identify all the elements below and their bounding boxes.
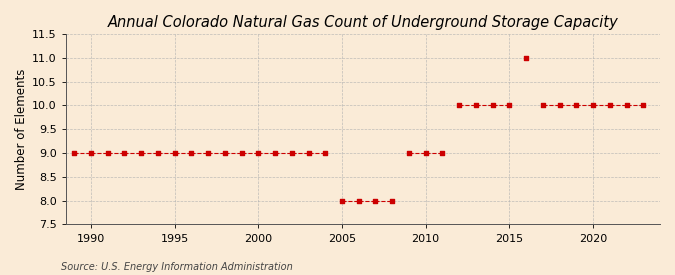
Point [353,199,364,203]
Point [537,103,548,108]
Point [69,151,80,155]
Point [454,103,464,108]
Title: Annual Colorado Natural Gas Count of Underground Storage Capacity: Annual Colorado Natural Gas Count of Und… [107,15,618,30]
Point [588,103,599,108]
Point [236,151,247,155]
Point [554,103,565,108]
Point [303,151,314,155]
Point [470,103,481,108]
Y-axis label: Number of Elements: Number of Elements [15,68,28,190]
Text: Source: U.S. Energy Information Administration: Source: U.S. Energy Information Administ… [61,262,292,272]
Point [186,151,196,155]
Point [487,103,498,108]
Point [169,151,180,155]
Point [86,151,97,155]
Point [136,151,146,155]
Point [202,151,213,155]
Point [103,151,113,155]
Point [621,103,632,108]
Point [421,151,431,155]
Point [286,151,297,155]
Point [119,151,130,155]
Point [404,151,414,155]
Point [153,151,163,155]
Point [571,103,582,108]
Point [437,151,448,155]
Point [387,199,398,203]
Point [504,103,515,108]
Point [638,103,649,108]
Point [320,151,331,155]
Point [337,199,348,203]
Point [219,151,230,155]
Point [604,103,615,108]
Point [370,199,381,203]
Point [253,151,264,155]
Point [520,56,531,60]
Point [269,151,280,155]
